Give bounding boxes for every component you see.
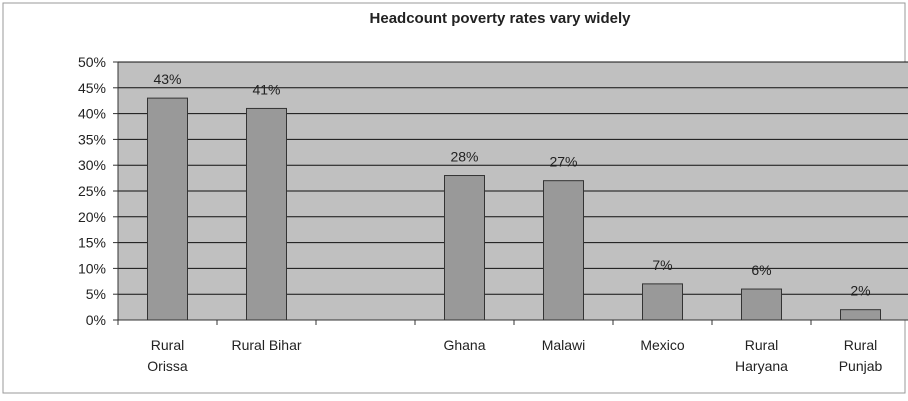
data-label: 6%: [751, 262, 771, 278]
x-tick-label: Haryana: [735, 358, 788, 374]
data-label: 28%: [450, 149, 478, 165]
data-label: 27%: [549, 154, 577, 170]
y-tick-label: 5%: [86, 286, 106, 302]
y-tick-label: 35%: [78, 131, 106, 147]
bar: [147, 97, 188, 321]
bar: [543, 180, 584, 321]
bar: [741, 288, 782, 321]
x-tick-label: Malawi: [542, 337, 586, 353]
data-label: 41%: [252, 81, 280, 97]
data-label: 7%: [652, 257, 672, 273]
bar: [642, 283, 683, 321]
y-tick-label: 10%: [78, 260, 106, 276]
y-tick-label: 40%: [78, 106, 106, 122]
data-label: 43%: [153, 71, 181, 87]
x-axis: Rural Orissa Rural Bihar Ghana Malawi Mexico R…: [117, 319, 908, 374]
y-tick-label: 50%: [78, 54, 106, 70]
bar: [246, 107, 287, 321]
y-axis: 0% 5% 10% 15% 20% 25% 30% 35% 40% 45% 50%: [78, 54, 119, 328]
x-tick-label: Punjab: [839, 358, 883, 374]
y-tick-label: 45%: [78, 80, 106, 96]
data-label: 2%: [850, 283, 870, 299]
chart-title: Headcount poverty rates vary widely: [370, 10, 632, 27]
bar: [840, 309, 881, 321]
y-tick-label: 15%: [78, 235, 106, 251]
y-tick-label: 30%: [78, 157, 106, 173]
y-tick-label: 0%: [86, 312, 106, 328]
bar: [444, 175, 485, 321]
x-tick-label: Rural Bihar: [231, 337, 301, 353]
x-tick-label: Rural: [844, 337, 877, 353]
x-tick-label: Ghana: [443, 337, 485, 353]
x-tick-label: Rural: [745, 337, 778, 353]
y-tick-label: 20%: [78, 209, 106, 225]
x-tick-label: Rural: [151, 337, 184, 353]
y-tick-label: 25%: [78, 183, 106, 199]
x-tick-label: Mexico: [640, 337, 685, 353]
x-tick-label: Orissa: [147, 358, 188, 374]
data-labels: 43% 41% 28% 27% 7% 6% 2%: [153, 71, 870, 299]
